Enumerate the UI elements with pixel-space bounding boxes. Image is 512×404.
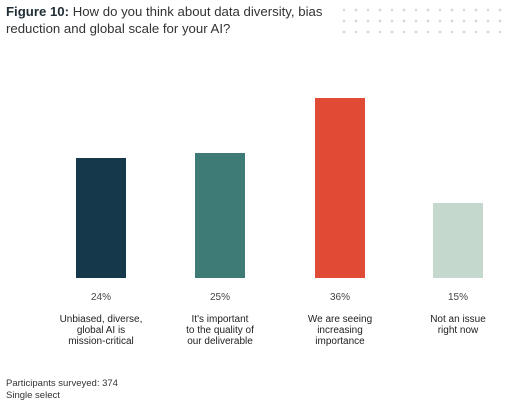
figure-label: Figure 10: <box>6 4 70 19</box>
value-label-2: 25% <box>210 292 230 303</box>
category-label-2-line-1: It's important <box>192 314 249 325</box>
category-label-3-line-2: increasing <box>317 325 363 336</box>
category-label-1-line-1: Unbiased, diverse, <box>60 314 143 325</box>
category-label-4-line-2: right now <box>438 325 479 336</box>
category-label-2-line-3: our deliverable <box>187 336 253 347</box>
bar-2 <box>195 153 245 278</box>
value-label-3: 36% <box>330 292 350 303</box>
value-label-4: 15% <box>448 292 468 303</box>
select-type: Single select <box>6 390 60 401</box>
value-label-1: 24% <box>91 292 111 303</box>
figure-question: How do you think about data diversity, b… <box>6 4 323 36</box>
bar-1 <box>76 158 126 278</box>
category-label-3-line-1: We are seeing <box>308 314 372 325</box>
chart-footer: Participants surveyed: 374 Single select <box>6 378 118 402</box>
category-label-2-line-2: to the quality of <box>186 325 254 336</box>
category-label-1-line-3: mission-critical <box>68 336 134 347</box>
category-label-4-line-1: Not an issue <box>430 314 486 325</box>
bar-4 <box>433 203 483 278</box>
category-label-3-line-3: importance <box>315 336 365 347</box>
participants-count: Participants surveyed: 374 <box>6 378 118 389</box>
chart-title: Figure 10: How do you think about data d… <box>6 3 336 37</box>
category-label-1-line-2: global AI is <box>77 325 125 336</box>
bar-3 <box>315 98 365 278</box>
